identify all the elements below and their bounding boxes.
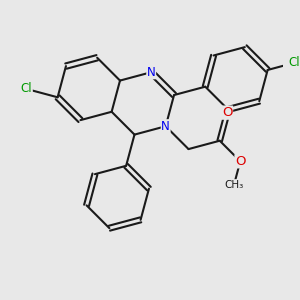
Text: N: N xyxy=(147,66,156,79)
Text: CH₃: CH₃ xyxy=(224,180,244,190)
Text: O: O xyxy=(235,155,245,168)
Text: Cl: Cl xyxy=(21,82,32,95)
Text: N: N xyxy=(161,120,170,133)
Text: O: O xyxy=(222,106,232,119)
Text: Cl: Cl xyxy=(288,56,300,69)
